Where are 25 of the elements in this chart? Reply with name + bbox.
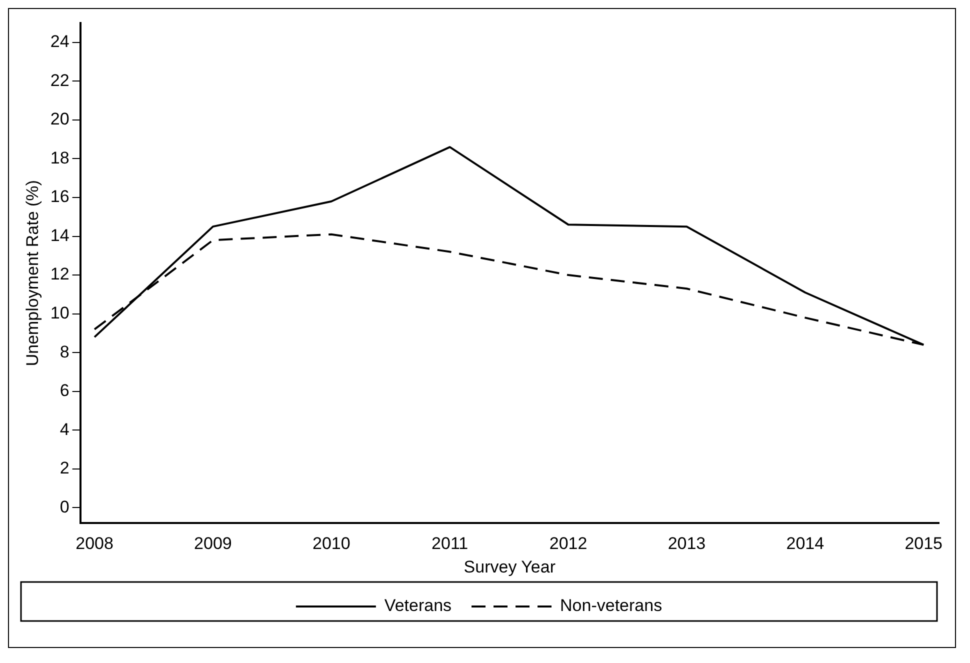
x-tick-label: 2008 [76,534,114,554]
x-tick-label: 2011 [432,534,468,554]
y-tick-label: 0 [60,497,70,516]
y-tick-label: 10 [50,304,70,322]
x-tick-label: 2014 [786,534,824,554]
y-tick-label: 2 [60,458,70,478]
y-tick-label: 6 [60,381,70,400]
y-tick-label: 18 [50,148,70,168]
y-tick-label: 4 [60,420,70,439]
y-tick-label: 12 [50,264,70,284]
x-tick-label: 2009 [194,534,232,554]
legend-label: Veterans [384,596,452,616]
x-tick-label: 2013 [668,534,706,554]
y-tick-label: 8 [60,342,70,362]
x-tick-label: 2010 [312,534,350,554]
x-axis-title: Survey Year [464,557,556,576]
y-tick-label: 20 [50,110,70,129]
y-tick-label: 16 [50,187,70,206]
x-tick-label: 2015 [904,534,943,554]
legend-label: Non-veterans [560,596,662,616]
y-tick-label: 24 [50,32,70,52]
y-tick-label: 14 [50,226,70,245]
y-tick-label: 22 [50,70,70,90]
x-tick-label: 2012 [549,534,588,554]
y-axis-title: Unemployment Rate (%) [22,180,42,366]
